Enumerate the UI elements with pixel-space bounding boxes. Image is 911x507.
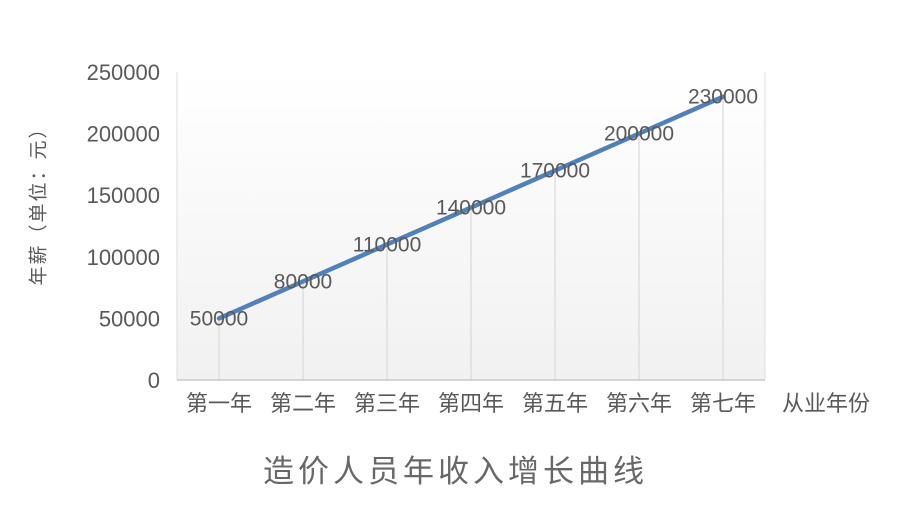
- x-category-label: 第一年: [186, 391, 252, 416]
- data-label: 140000: [436, 197, 506, 220]
- x-category-label: 第五年: [522, 391, 588, 416]
- x-axis-title: 从业年份: [782, 391, 870, 416]
- y-axis-title: 年薪（单位：元）: [28, 117, 50, 286]
- y-tick-label: 250000: [87, 60, 160, 85]
- data-label: 110000: [353, 233, 422, 256]
- series-group: [216, 94, 726, 321]
- data-label: 170000: [520, 160, 590, 183]
- data-label: 80000: [274, 270, 332, 293]
- chart-title: 造价人员年收入增长曲线: [263, 454, 648, 489]
- y-tick-label: 0: [148, 368, 160, 393]
- salary-line-series: [216, 94, 726, 321]
- x-category-label: 第六年: [606, 391, 672, 416]
- y-tick-label: 200000: [87, 122, 160, 147]
- labels-group: 0 50000 100000 150000 200000 250000 50000 80000…: [87, 60, 870, 416]
- y-tick-label: 100000: [87, 245, 160, 270]
- y-tick-label: 150000: [87, 183, 160, 208]
- x-category-label: 第四年: [438, 391, 504, 416]
- x-category-label: 第三年: [354, 391, 420, 416]
- drop-lines-group: [218, 96, 724, 380]
- data-label: 200000: [604, 123, 674, 146]
- data-label: 230000: [688, 86, 758, 109]
- data-label: 50000: [190, 307, 248, 330]
- x-category-label: 第二年: [270, 391, 336, 416]
- y-tick-label: 50000: [99, 306, 160, 331]
- x-category-label: 第七年: [690, 391, 756, 416]
